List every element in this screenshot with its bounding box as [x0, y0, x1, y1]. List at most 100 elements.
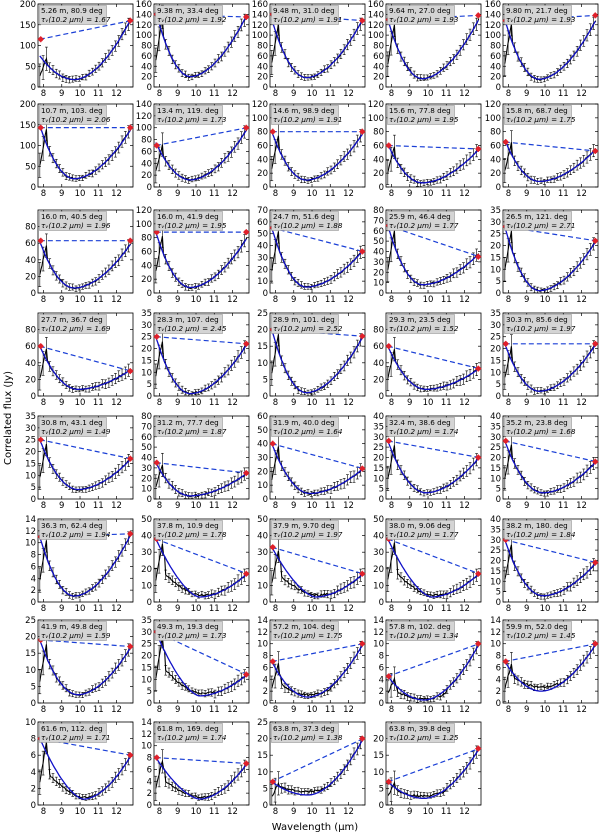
panel-baseline-label: 59.9 m, 52.0 deg	[506, 622, 568, 631]
x-tick-label: 10	[191, 807, 202, 817]
panel-baseline-label: 9.64 m, 27.0 deg	[389, 6, 451, 15]
anchor-point	[243, 14, 249, 20]
model-series	[39, 738, 131, 800]
y-tick-label: 100	[368, 114, 384, 124]
y-tick-label: 8	[496, 652, 501, 662]
x-tick-label: 10	[540, 295, 551, 305]
x-tick-label: 11	[441, 604, 452, 614]
model-series	[39, 345, 131, 391]
anchor-point	[503, 341, 509, 347]
panel: 8 9 10 11 12 0 5 10 15 20 25 28.9 m, 101. degτᵥ(10.…	[257, 309, 366, 408]
y-tick-label: 0	[263, 495, 268, 505]
y-tick-label: 120	[252, 21, 268, 31]
x-tick-label: 8	[41, 501, 46, 511]
x-tick-label: 9	[291, 604, 296, 614]
y-tick-label: 20	[373, 375, 384, 385]
y-tick-label: 50	[257, 230, 268, 240]
x-tick-label: 8	[157, 604, 162, 614]
panel-tau-label: τᵥ(10.2 μm) = 1.92	[157, 15, 227, 24]
x-tick-label: 11	[325, 807, 336, 817]
y-tick-label: 100	[136, 124, 152, 134]
y-tick-label: 20	[141, 565, 152, 575]
x-tick-label: 10	[423, 398, 434, 408]
x-tick-label: 11	[93, 295, 104, 305]
y-tick-label: 140	[136, 10, 152, 20]
model-series	[155, 631, 247, 697]
y-tick-label: 30	[141, 321, 152, 331]
panel-baseline-label: 31.2 m, 77.7 deg	[157, 418, 219, 427]
y-tick-label: 8	[147, 754, 152, 764]
panel-label-box	[387, 211, 455, 231]
y-tick-label: 35	[141, 616, 152, 626]
panel-baseline-label: 29.3 m, 23.5 deg	[389, 315, 451, 324]
x-tick-label: 9	[407, 604, 412, 614]
y-tick-label: 80	[141, 136, 152, 146]
anchor-point	[386, 438, 392, 444]
y-tick-label: 40	[373, 359, 384, 369]
panel-tau-label: τᵥ(10.2 μm) = 2.45	[157, 324, 227, 333]
y-tick-label: 6	[379, 663, 384, 673]
model-series	[271, 644, 363, 698]
y-tick-label: 100	[485, 114, 501, 124]
y-tick-label: 30	[490, 321, 501, 331]
x-tick-label: 8	[506, 705, 511, 715]
panel-baseline-label: 25.9 m, 46.4 deg	[389, 212, 451, 221]
panel-label-box	[504, 520, 572, 540]
panel-label-box	[155, 723, 223, 743]
y-tick-label: 50	[141, 443, 152, 453]
y-tick-label: 0	[263, 801, 268, 811]
panel-baseline-label: 61.8 m, 169. deg	[157, 724, 219, 733]
y-tick-label: 20	[373, 565, 384, 575]
y-tick-label: 20	[25, 448, 36, 458]
x-tick-label: 10	[307, 189, 318, 199]
anchor-point	[154, 334, 160, 340]
panel-label-box	[271, 520, 339, 540]
x-tick-label: 11	[209, 501, 220, 511]
panel-tau-label: τᵥ(10.2 μm) = 1.74	[157, 733, 227, 742]
y-tick-label: 0	[379, 495, 384, 505]
continuum-line	[271, 13, 364, 22]
anchor-point	[503, 139, 509, 145]
y-tick-label: 14	[490, 616, 501, 626]
y-tick-label: 6	[31, 562, 36, 572]
y-tick-label: 140	[252, 10, 268, 20]
anchor-point	[592, 238, 598, 244]
anchor-point	[359, 466, 365, 471]
y-tick-label: 30	[257, 253, 268, 263]
panel-label-box	[504, 417, 572, 437]
x-tick-label: 10	[423, 295, 434, 305]
y-tick-label: 0	[147, 699, 152, 709]
y-tick-label: 40	[257, 532, 268, 542]
panel: 8 9 10 11 12 0 10 20 30 40 50 37.9 m, 9.70 degτᵥ(10…	[257, 515, 366, 614]
x-tick-label: 12	[343, 398, 354, 408]
x-tick-label: 12	[576, 604, 587, 614]
panel-tau-label: τᵥ(10.2 μm) = 1.94	[41, 530, 111, 539]
y-tick-label: 35	[490, 422, 501, 432]
y-tick-label: 10	[257, 581, 268, 591]
panel-label-box	[155, 314, 223, 334]
panel-label-box	[39, 417, 107, 437]
x-tick-label: 9	[407, 295, 412, 305]
y-tick-label: 0	[496, 289, 501, 299]
y-tick-label: 0	[147, 495, 152, 505]
x-tick-label: 9	[407, 189, 412, 199]
y-tick-label: 20	[141, 474, 152, 484]
x-tick-label: 8	[389, 705, 394, 715]
y-tick-label: 0	[379, 598, 384, 608]
panel-tau-label: τᵥ(10.2 μm) = 1.91	[273, 15, 342, 24]
y-tick-label: 40	[141, 62, 152, 72]
anchor-point	[359, 333, 365, 339]
panel-label-box	[155, 520, 223, 540]
x-tick-label: 8	[506, 89, 511, 99]
y-tick-label: 15	[141, 663, 152, 673]
anchor-point	[270, 659, 276, 664]
x-tick-label: 12	[343, 89, 354, 99]
y-tick-label: 40	[141, 454, 152, 464]
y-tick-label: 80	[490, 128, 501, 138]
x-tick-label: 8	[41, 295, 46, 305]
anchor-point	[503, 659, 509, 664]
y-tick-label: 120	[252, 100, 268, 110]
y-tick-label: 160	[485, 0, 501, 10]
panel-label-box	[39, 621, 107, 641]
